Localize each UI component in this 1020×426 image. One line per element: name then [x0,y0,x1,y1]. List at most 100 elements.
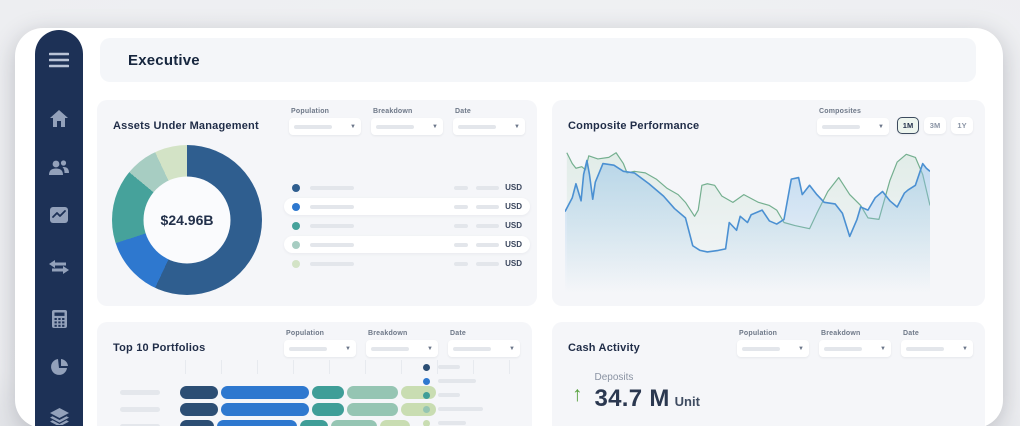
aum-legend-row: USD [284,179,530,196]
gridline-tick [293,360,294,374]
value-skeleton [454,261,469,266]
gridline-tick [257,360,258,374]
top10-legend [423,360,518,426]
filter-label-population: Population [291,108,330,115]
select-placeholder [906,346,944,351]
population-select[interactable]: ▼ [284,340,356,357]
deposits-metric: ↑ Deposits 34.7 M Unit [572,372,700,413]
bar-segment [221,403,309,416]
aum-donut-chart: $24.96B [112,145,262,295]
gridline-tick [221,360,222,374]
gridline-tick [185,360,186,374]
transactions-icon[interactable] [44,252,74,282]
select-placeholder [376,124,414,129]
gridline-tick [437,360,438,374]
legend-item [423,416,518,426]
value-skeleton [476,261,500,266]
legend-dot [292,259,300,268]
value-skeleton [454,185,469,190]
legend-label-skeleton [310,261,354,266]
home-icon[interactable] [44,103,74,133]
cash-filters: Population ▼ Breakdown ▼ Date ▼ [737,330,973,357]
calculator-icon[interactable] [44,304,74,334]
select-placeholder [371,346,409,351]
bar-segment [180,386,218,399]
deposits-value: 34.7 M [594,385,670,412]
value-skeleton [454,204,469,209]
aum-filters: Population ▼ Breakdown ▼ Date ▼ [289,108,525,135]
range-1y-button[interactable]: 1Y [951,117,973,134]
breakdown-select[interactable]: ▼ [819,340,891,357]
legend-label-skeleton [438,379,476,383]
row-label-skeleton [120,407,160,412]
deposits-unit: Unit [674,394,700,409]
row-label-skeleton [120,424,160,426]
clients-icon[interactable] [44,152,74,182]
filter-population: Population ▼ [289,108,361,135]
layers-icon[interactable] [44,401,74,426]
select-placeholder [294,124,332,129]
aum-legend-row: USD [284,217,530,234]
select-placeholder [742,346,780,351]
legend-label-skeleton [310,242,354,247]
cash-card: Cash Activity Population ▼ Breakdown ▼ D… [552,322,985,426]
app-canvas: Executive Assets Under Management Popula… [15,28,1003,426]
bar-segment [180,403,218,416]
aum-legend-row: USD [284,236,530,253]
chevron-down-icon: ▼ [798,345,804,352]
date-select[interactable]: ▼ [453,118,525,135]
legend-dot [423,377,430,385]
select-placeholder [453,346,491,351]
range-3m-button[interactable]: 3M [924,117,946,134]
row-label-skeleton [120,390,160,395]
allocation-pie-icon[interactable] [44,353,74,383]
legend-label-skeleton [310,223,354,228]
date-select[interactable]: ▼ [901,340,973,357]
currency-label: USD [505,202,522,211]
chevron-down-icon: ▼ [345,345,351,352]
gridline-tick [509,360,510,374]
currency-label: USD [505,221,522,230]
legend-dot [292,240,300,249]
breakdown-select[interactable]: ▼ [371,118,443,135]
aum-legend-row: USD [284,198,530,215]
arrow-up-icon: ↑ [572,383,583,406]
breakdown-select[interactable]: ▼ [366,340,438,357]
aum-total-value: $24.96B [160,212,214,228]
population-select[interactable]: ▼ [289,118,361,135]
portfolio-bar-row [180,386,439,399]
date-select[interactable]: ▼ [448,340,520,357]
bar-segment [347,403,398,416]
bar-segment [300,420,328,426]
filter-breakdown: Breakdown ▼ [819,330,891,357]
filter-breakdown: Breakdown ▼ [366,330,438,357]
composites-select[interactable]: ▼ [817,118,889,135]
performance-icon[interactable] [44,200,74,230]
value-skeleton [476,223,500,228]
menu-icon[interactable] [44,45,74,75]
value-skeleton [476,242,500,247]
legend-dot [292,221,300,230]
bar-segment [221,386,309,399]
legend-dot [423,391,430,399]
population-select[interactable]: ▼ [737,340,809,357]
filter-label-population: Population [739,330,778,337]
range-toggle-group: 1M 3M 1Y [897,117,973,134]
filter-label-population: Population [286,330,325,337]
legend-label-skeleton [310,185,354,190]
value-skeleton [476,204,500,209]
bar-segment [331,420,377,426]
bar-segment [380,420,410,426]
deposits-label: Deposits [594,372,634,383]
chevron-down-icon: ▼ [432,123,438,130]
range-1m-button[interactable]: 1M [897,117,919,134]
chevron-down-icon: ▼ [509,345,515,352]
legend-item [423,360,518,374]
aum-card-title: Assets Under Management [113,120,259,132]
currency-label: USD [505,259,522,268]
composite-card-title: Composite Performance [568,120,700,132]
chevron-down-icon: ▼ [427,345,433,352]
select-placeholder [458,124,496,129]
currency-label: USD [505,183,522,192]
legend-dot [292,183,300,192]
